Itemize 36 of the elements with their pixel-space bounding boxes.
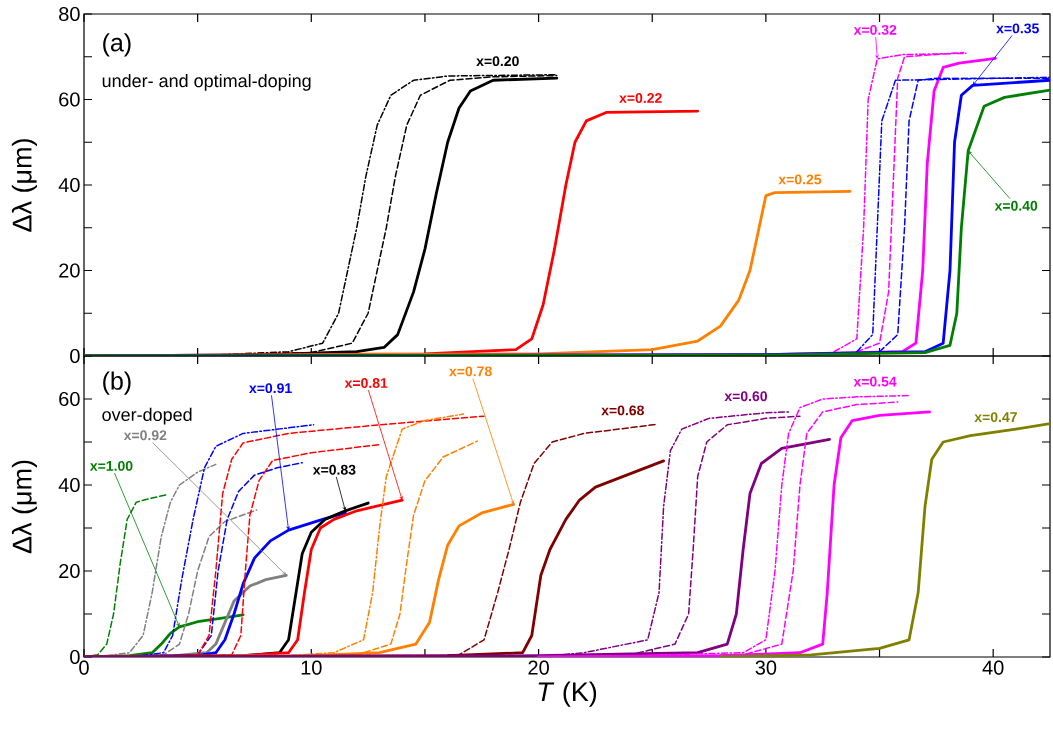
annotation: under- and optimal-doping [102, 74, 311, 91]
y-tick-label: 60 [59, 92, 80, 107]
annotation: x=0.92 [123, 430, 167, 441]
annotation: x=0.81 [344, 378, 388, 389]
annotation: x=0.32 [853, 24, 897, 35]
y-tick-label: 0 [70, 649, 80, 665]
y-tick-label: 40 [58, 477, 80, 493]
annotation: x=0.68 [601, 405, 644, 416]
annotation: (a) [103, 33, 131, 57]
annotation: x=0.40 [994, 200, 1038, 211]
x-axis-title: T (K) [538, 681, 597, 707]
y-tick-label: 60 [59, 391, 80, 407]
annotation: x=0.25 [778, 174, 822, 185]
y-axis-title: Δλ (μm) [11, 460, 38, 554]
y-tick-label: 80 [59, 6, 80, 22]
annotation: x=0.60 [724, 391, 768, 402]
y-tick-label: 40 [58, 177, 80, 193]
annotation: x=1.00 [89, 460, 133, 471]
annotation: x=0.54 [853, 376, 897, 387]
y-axis-title: Δλ (μm) [11, 139, 38, 232]
x-tick-label: 10 [301, 660, 322, 675]
annotation: x=0.47 [974, 412, 1017, 423]
annotation: x=0.35 [996, 23, 1039, 34]
y-tick-label: 20 [59, 563, 80, 579]
annotation: x=0.83 [312, 464, 356, 475]
annotation: (b) [103, 371, 131, 395]
annotation: x=0.91 [249, 383, 292, 394]
annotation: x=0.78 [449, 366, 492, 377]
y-tick-label: 0 [70, 348, 80, 364]
annotation: over-doped [102, 407, 192, 425]
annotation: x=0.20 [476, 56, 519, 67]
x-tick-label: 20 [528, 660, 549, 675]
annotation: x=0.22 [619, 93, 662, 103]
y-tick-label: 20 [59, 263, 80, 278]
x-tick-label: 40 [982, 660, 1004, 675]
x-tick-label: 30 [755, 660, 777, 675]
